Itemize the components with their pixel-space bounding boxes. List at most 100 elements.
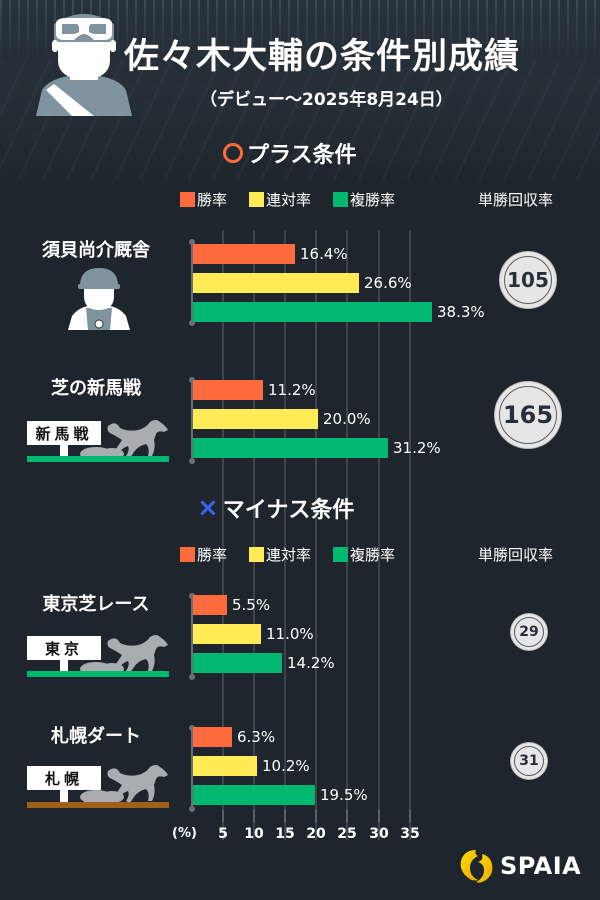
tick-label: 10 xyxy=(244,826,264,842)
axis-end-dot xyxy=(189,377,195,383)
value-win: 6.3% xyxy=(237,728,276,746)
spaia-logo: SPAIA xyxy=(458,848,581,884)
swatch-top3 xyxy=(333,192,349,207)
roi-badge: 165 xyxy=(495,382,561,448)
legend-top3: 複勝率 xyxy=(333,544,395,565)
gridline-10 xyxy=(253,230,255,840)
minus-section-title: × マイナス条件 xyxy=(197,493,355,523)
sign-post xyxy=(60,790,68,802)
axis-end-dot xyxy=(189,806,195,812)
bar-top3 xyxy=(193,438,388,458)
sign-board: 札幌 xyxy=(27,766,101,790)
swatch-win xyxy=(180,547,195,562)
tick-label: 20 xyxy=(306,826,326,842)
plus-section-title: プラス条件 xyxy=(223,137,357,169)
value-top3: 38.3% xyxy=(437,303,485,321)
tick-label: 5 xyxy=(218,826,228,842)
bar-top3 xyxy=(193,653,282,673)
legend-win: 勝率 xyxy=(180,189,227,210)
horse-turf-icon xyxy=(80,635,168,675)
value-top2: 20.0% xyxy=(323,410,371,428)
swatch-top2 xyxy=(249,547,265,562)
tick-label: 25 xyxy=(337,826,357,842)
circle-mark-icon xyxy=(223,143,243,163)
roi-badge: 31 xyxy=(511,743,547,779)
bar-win xyxy=(193,727,232,747)
value-win: 11.2% xyxy=(268,381,316,399)
legend-top2: 連対率 xyxy=(249,544,311,565)
value-top3: 14.2% xyxy=(287,654,335,672)
legend-roi: 単勝回収率 xyxy=(478,546,554,564)
tick xyxy=(409,810,411,822)
tick xyxy=(253,810,255,822)
legend-win: 勝率 xyxy=(180,544,227,565)
gridline-25 xyxy=(346,230,348,840)
gridline-5 xyxy=(222,230,224,840)
jockey-goggles-icon xyxy=(36,14,132,116)
turf-ground xyxy=(27,671,169,677)
bar-top2 xyxy=(193,756,257,776)
bar-win xyxy=(193,595,227,615)
value-top3: 31.2% xyxy=(393,439,441,457)
x-axis-unit: (%) xyxy=(172,826,197,841)
roi-badge: 105 xyxy=(500,252,556,308)
bar-win xyxy=(193,244,295,264)
value-top2: 11.0% xyxy=(266,625,314,643)
bar-top3 xyxy=(193,302,432,322)
gridline-15 xyxy=(284,230,286,840)
sign-post xyxy=(60,660,68,674)
bar-top3 xyxy=(193,785,315,805)
condition-label: 札幌ダート xyxy=(51,726,141,747)
tick-label: 15 xyxy=(275,826,295,842)
axis-end-dot xyxy=(189,725,195,731)
legend-minus: 勝率 連対率 複勝率 xyxy=(180,544,417,565)
page-title: 佐々木大輔の条件別成績 xyxy=(124,37,521,77)
y-axis xyxy=(191,242,193,322)
axis-end-dot xyxy=(189,458,195,464)
horse-turf-icon xyxy=(80,420,168,460)
swatch-top2 xyxy=(249,192,265,207)
legend-top2: 連対率 xyxy=(249,189,311,210)
value-top2: 26.6% xyxy=(364,274,412,292)
value-top3: 19.5% xyxy=(320,786,368,804)
trainer-cap-icon xyxy=(68,268,130,330)
gridline-35 xyxy=(409,230,411,840)
bar-top2 xyxy=(193,624,261,644)
axis-end-dot xyxy=(189,674,195,680)
logo-text: SPAIA xyxy=(500,852,582,880)
tick xyxy=(346,810,348,822)
value-win: 16.4% xyxy=(300,245,348,263)
tick-label: 35 xyxy=(400,826,420,842)
condition-label: 東京芝レース xyxy=(42,594,150,615)
spaia-logo-icon xyxy=(460,850,493,883)
turf-ground xyxy=(27,456,169,462)
tick-label: 30 xyxy=(369,826,389,842)
condition-label: 芝の新馬戦 xyxy=(51,378,141,399)
axis-end-dot xyxy=(189,239,195,245)
sign-board: 東京 xyxy=(27,636,101,660)
axis-end-dot xyxy=(189,593,195,599)
sign-board: 新馬戦 xyxy=(27,421,101,445)
swatch-top3 xyxy=(333,547,349,562)
condition-label: 須貝尚介厩舎 xyxy=(42,240,150,261)
axis-end-dot xyxy=(189,320,195,326)
legend-top3: 複勝率 xyxy=(333,189,395,210)
tick xyxy=(284,810,286,822)
y-axis xyxy=(191,380,193,460)
horse-dirt-icon xyxy=(80,765,168,803)
cross-mark-icon: × xyxy=(197,493,219,523)
roi-badge: 29 xyxy=(511,614,547,650)
value-top2: 10.2% xyxy=(262,757,310,775)
swatch-win xyxy=(180,192,195,207)
gridline-30 xyxy=(378,230,380,840)
tick xyxy=(378,810,380,822)
gridline-20 xyxy=(315,230,317,840)
y-axis xyxy=(191,728,193,808)
tick xyxy=(315,810,317,822)
legend-plus: 勝率 連対率 複勝率 xyxy=(180,189,417,210)
dirt-ground xyxy=(27,802,169,808)
legend-roi: 単勝回収率 xyxy=(478,191,554,209)
tick xyxy=(222,810,224,822)
sign-post xyxy=(60,445,68,459)
bar-top2 xyxy=(193,409,318,429)
